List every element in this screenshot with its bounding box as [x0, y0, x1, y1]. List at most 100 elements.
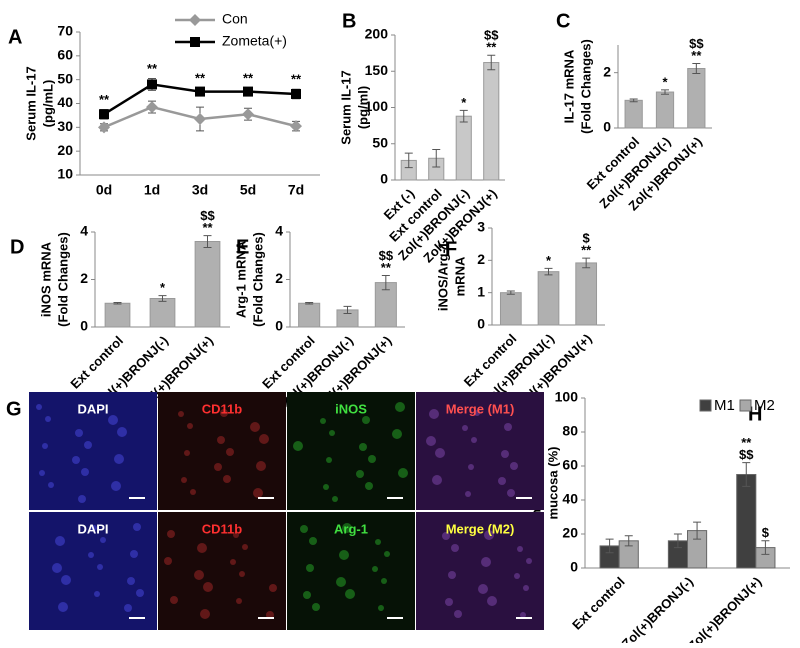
cell-spot	[435, 448, 445, 458]
cell-spot	[61, 575, 71, 585]
significance-label: **	[147, 61, 158, 76]
legend-label: Con	[222, 11, 248, 27]
significance-label: $$	[739, 447, 754, 462]
panel-letter: B	[342, 10, 356, 32]
marker	[242, 108, 254, 121]
legend-label: M1	[714, 397, 735, 414]
error-bar	[605, 538, 614, 554]
cell-spot	[45, 416, 51, 422]
marker	[291, 88, 301, 99]
legend-swatch	[739, 399, 752, 412]
y-tick-label: 60	[57, 47, 73, 63]
significance-label: **	[243, 70, 254, 85]
cell-spot	[52, 563, 62, 573]
y-tick-label: 30	[57, 118, 73, 134]
y-axis-label: (pg/ml)	[355, 86, 370, 129]
cell-spot	[514, 573, 520, 579]
cell-spot	[326, 457, 332, 463]
image-label: DAPI	[77, 401, 108, 416]
cell-spot	[242, 544, 248, 550]
y-tick-label: 50	[57, 70, 73, 86]
cell-spot	[58, 602, 68, 612]
significance-label: $	[762, 525, 770, 540]
y-tick-label: 60	[562, 457, 578, 473]
cell-spot	[332, 496, 338, 502]
error-bar	[432, 149, 441, 168]
y-tick-label: 2	[477, 251, 485, 267]
cell-spot	[359, 443, 367, 451]
bar	[687, 68, 706, 129]
y-tick-label: 4	[80, 223, 88, 239]
cell-spot	[97, 564, 103, 570]
cell-spot	[133, 523, 141, 531]
cell-spot	[214, 463, 222, 471]
cell-spot	[339, 550, 349, 560]
significance-label: **	[291, 72, 302, 87]
micrograph	[158, 512, 286, 630]
marker	[146, 101, 158, 114]
cell-spot	[356, 470, 364, 478]
cell-spot	[111, 481, 121, 491]
cell-spot	[259, 434, 269, 444]
cell-spot	[378, 605, 384, 611]
bar	[455, 115, 472, 181]
panel-letter: E	[236, 236, 249, 258]
cell-spot	[336, 577, 346, 587]
cell-spot	[178, 411, 184, 417]
image-label: CD11b	[202, 401, 243, 416]
cell-spot	[39, 470, 45, 476]
significance-label: **	[195, 70, 206, 85]
error-bar	[582, 257, 591, 269]
cell-spot	[100, 537, 106, 543]
x-tick-label: 0d	[96, 182, 112, 198]
cell-spot	[478, 584, 488, 594]
legend-label: Zometa(+)	[222, 33, 287, 49]
y-axis-label: mucosa (%)	[545, 447, 560, 520]
significance-label: *	[662, 74, 668, 89]
y-tick-label: 40	[57, 94, 73, 110]
bar	[499, 292, 522, 326]
y-tick-label: 1	[477, 283, 485, 299]
bar	[194, 241, 221, 328]
cell-spot	[306, 564, 314, 572]
cell-spot	[194, 570, 204, 580]
error-bar	[506, 290, 515, 295]
significance-label: $$	[484, 28, 499, 43]
x-tick-label: 1d	[144, 182, 160, 198]
cell-spot	[487, 596, 497, 606]
marker	[243, 86, 253, 97]
significance-label: **	[581, 243, 592, 258]
cell-spot	[442, 532, 450, 540]
significance-label: **	[99, 92, 110, 107]
cell-spot	[293, 441, 303, 451]
bar	[624, 99, 643, 129]
y-tick-label: 70	[57, 23, 73, 39]
cell-spot	[329, 430, 335, 436]
cell-spot	[303, 591, 311, 599]
cell-spot	[309, 537, 317, 545]
x-tick-label: 5d	[240, 182, 256, 198]
bar	[655, 91, 675, 129]
y-tick-label: 0	[380, 171, 388, 187]
significance-label: **	[691, 48, 702, 63]
x-tick-label: 7d	[288, 182, 304, 198]
cell-spot	[498, 477, 506, 485]
error-bar	[742, 462, 751, 487]
cell-spot	[124, 604, 132, 612]
legend-label: M2	[754, 397, 775, 414]
cell-spot	[468, 464, 474, 470]
cell-spot	[127, 577, 135, 585]
bar	[483, 62, 500, 181]
cell-spot	[81, 468, 89, 476]
error-bar	[158, 295, 167, 302]
y-axis-label: Serum IL-17	[338, 70, 353, 144]
significance-label: $$	[689, 36, 704, 51]
error-bar	[692, 63, 701, 74]
y-axis-label: (Fold Changes)	[55, 232, 70, 327]
y-tick-label: 80	[562, 423, 578, 439]
cell-spot	[117, 427, 127, 437]
cell-spot	[256, 461, 266, 471]
panel-letter: C	[556, 10, 570, 32]
cell-spot	[236, 598, 242, 604]
